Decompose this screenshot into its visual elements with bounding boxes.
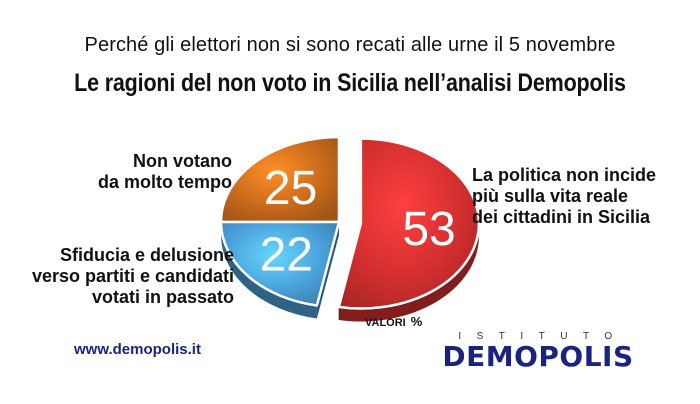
pie-slice xyxy=(337,137,481,310)
chart-subtitle: Perché gli elettori non si sono recati a… xyxy=(84,34,616,56)
slice-label-line: votati in passato xyxy=(91,287,234,307)
website-link[interactable]: www.demopolis.it xyxy=(74,341,201,358)
pie-slice-value: 25 xyxy=(264,162,317,215)
pie-slice xyxy=(219,135,341,224)
unit-note: VALORI% xyxy=(365,314,422,329)
slice-label-line: più sulla vita reale xyxy=(472,186,629,206)
pie-slice-group: 22 xyxy=(219,220,341,319)
pie-slice-value: 22 xyxy=(260,228,313,281)
pie-slice-group: 53 xyxy=(337,137,481,322)
unit-label: VALORI xyxy=(365,317,406,329)
unit-symbol: % xyxy=(410,314,423,329)
pie-slice xyxy=(219,220,341,307)
slice-label-line: La politica non incide xyxy=(472,165,657,185)
slice-label-line: Non votano xyxy=(133,151,232,171)
pie-slice-value: 53 xyxy=(402,203,455,256)
demopolis-logo: ISTITUTO DEMOPOLIS xyxy=(432,331,644,372)
logo-wordmark: DEMOPOLIS xyxy=(442,340,634,373)
pie-slice-group: 25 xyxy=(219,135,341,235)
slice-label-long-time: Non votano da molto tempo xyxy=(0,151,232,193)
chart-title: Le ragioni del non voto in Sicilia nell’… xyxy=(74,69,626,97)
slice-label-politics: La politica non incide più sulla vita re… xyxy=(472,165,656,228)
slice-label-line: verso partiti e candidati xyxy=(31,266,234,286)
slice-label-distrust: Sfiducia e delusione verso partiti e can… xyxy=(0,245,234,308)
slice-label-line: Sfiducia e delusione xyxy=(59,245,234,265)
slice-label-line: da molto tempo xyxy=(98,172,232,192)
slice-label-line: dei cittadini in Sicilia xyxy=(472,207,651,227)
logo-subtext: ISTITUTO xyxy=(458,331,628,342)
